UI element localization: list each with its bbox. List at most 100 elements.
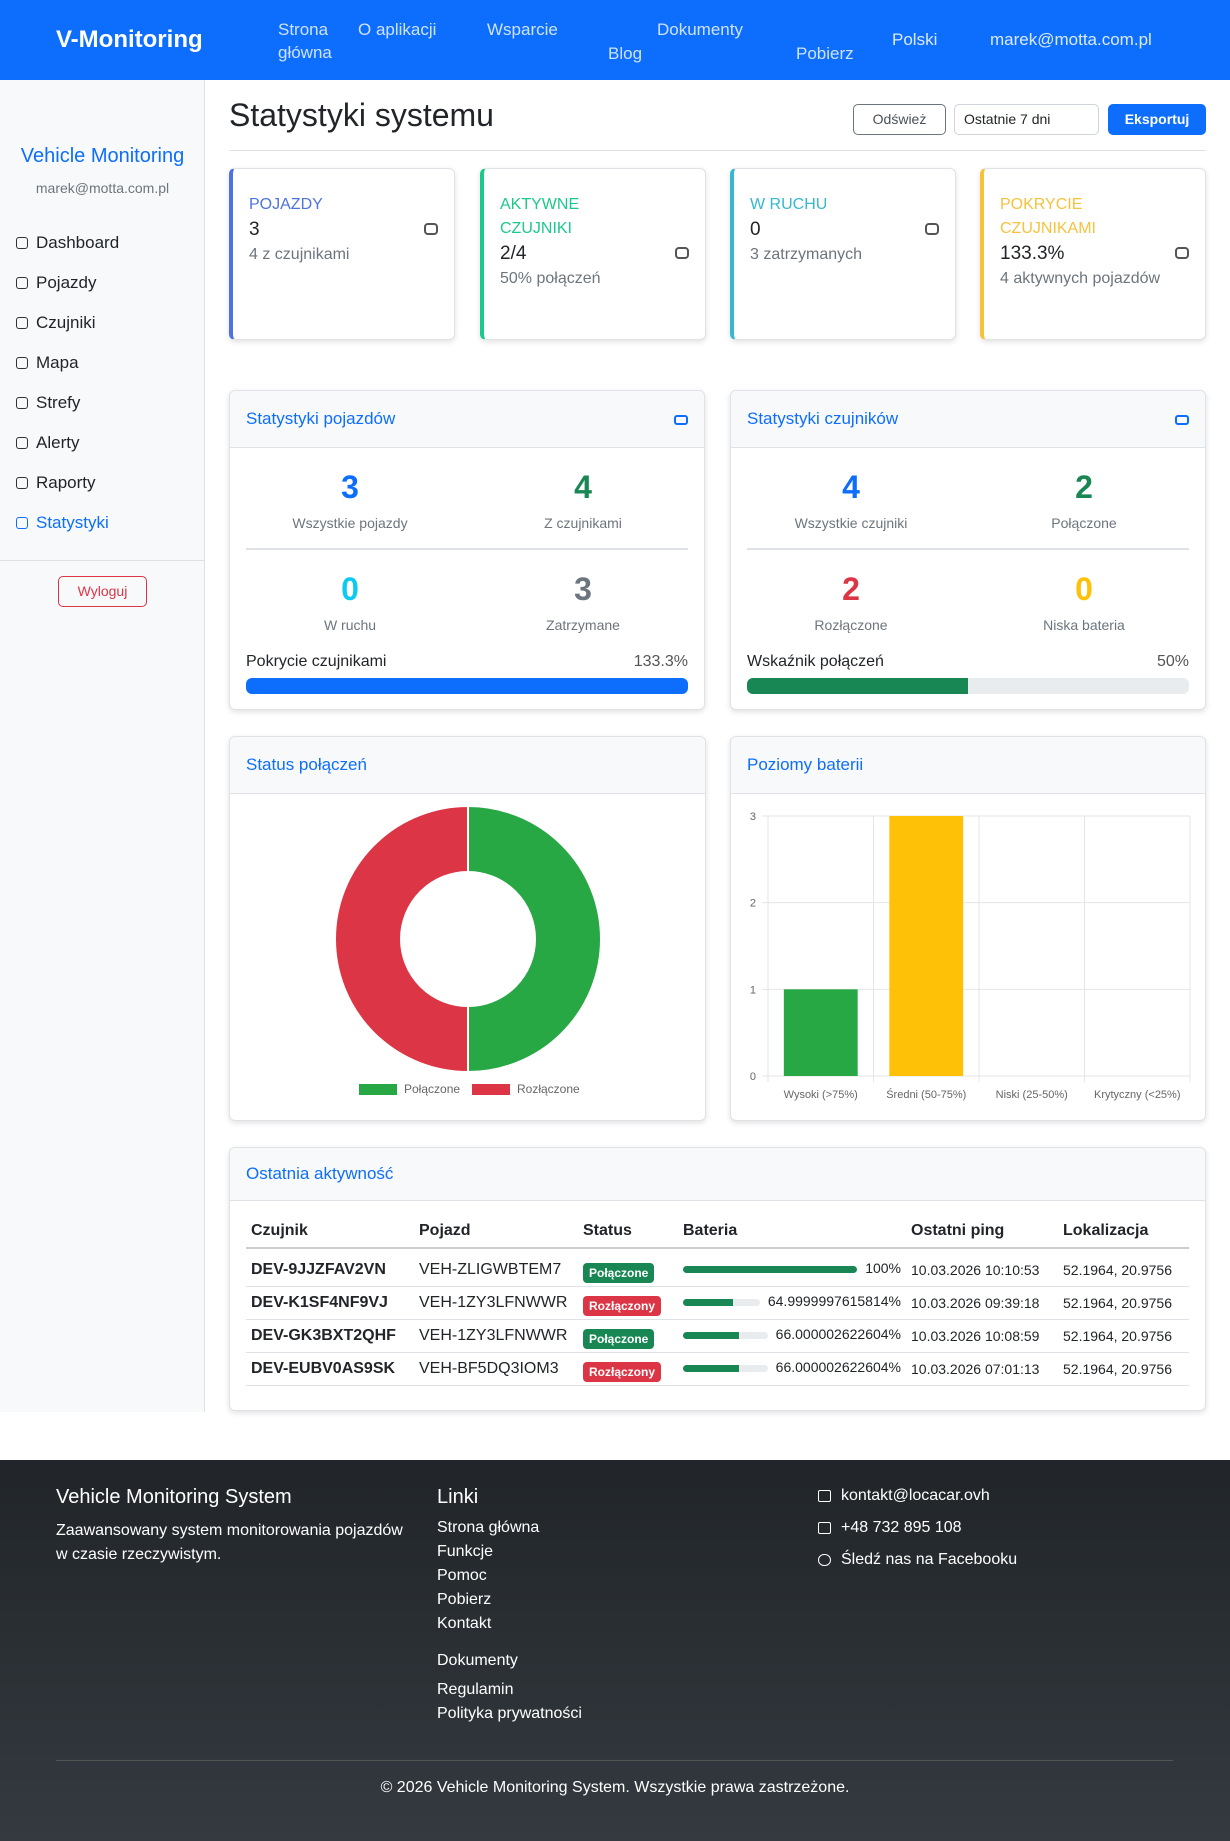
stat-label: Z czujnikami	[544, 515, 622, 531]
progress-label: Wskaźnik połączeń	[747, 653, 884, 670]
stat-label: Zatrzymane	[546, 617, 620, 633]
table-rule	[246, 1286, 1189, 1287]
sidebar-link[interactable]: Mapa	[36, 353, 79, 372]
card-icon	[925, 223, 939, 235]
stat-value: 0	[341, 571, 359, 607]
nav-link[interactable]: O aplikacji	[358, 20, 437, 39]
card-value: 3	[249, 219, 260, 240]
progress-bar	[246, 678, 688, 694]
stat-label: W ruchu	[323, 617, 377, 633]
battery-track	[683, 1332, 768, 1339]
stat-label: Wszystkie pojazdy	[292, 515, 408, 531]
stats-panel: Statystyki pojazdów 3 Wszystkie pojazdy 4 Z …	[229, 390, 705, 710]
card-sub: 4 z czujnikami	[249, 246, 350, 263]
footer-link[interactable]: Funkcje	[437, 1543, 494, 1560]
panel-icon	[674, 415, 688, 425]
doughnut-chart: Połączone Rozłączone	[334, 804, 602, 1096]
contact-icon	[818, 1522, 831, 1534]
battery-bar	[683, 1266, 858, 1273]
status-badge: Rozłączony	[583, 1362, 662, 1382]
table-header: Ostatni ping	[911, 1222, 1005, 1239]
card-label: AKTYWNE CZUJNIKI	[500, 196, 580, 237]
brand[interactable]: V-Monitoring	[56, 26, 203, 53]
export-button[interactable]: Eksportuj	[1108, 104, 1206, 135]
chart-panel: Poziomy baterii 0 1 2 3 Wysoki (>75%) Średni (…	[730, 736, 1206, 1121]
sidebar-link[interactable]: Raporty	[36, 473, 96, 492]
last-ping: 10.03.2026 09:39:18	[911, 1295, 1040, 1311]
battery-track	[683, 1299, 760, 1306]
footer-link[interactable]: Regulamin	[437, 1681, 514, 1698]
activity-panel: Ostatnia aktywność Czujnik Pojazd Status Bat…	[229, 1147, 1206, 1411]
card-sub: 4 aktywnych pojazdów	[1000, 270, 1161, 287]
table-rule	[246, 1352, 1189, 1353]
legend-label: Rozłączone	[517, 1082, 580, 1096]
table-rule	[246, 1385, 1189, 1386]
legend-label: Połączone	[404, 1082, 460, 1096]
footer-link[interactable]: Polityka prywatności	[437, 1705, 582, 1722]
nav-link[interactable]: Blog	[608, 44, 643, 63]
progress-value: 133.3%	[633, 653, 688, 670]
footer-contact: +48 732 895 108	[841, 1519, 962, 1536]
stat-value: 2	[1075, 469, 1093, 505]
panel-icon	[1175, 415, 1189, 425]
progress-bar	[747, 678, 968, 694]
stat-value: 2	[842, 571, 860, 607]
x-tick-label: Krytyczny (<25%)	[1094, 1089, 1181, 1101]
sidebar-email: marek@motta.com.pl	[35, 180, 170, 196]
stat-card: POKRYCIE CZUJNIKAMI 133.3% 4 aktywnych poj…	[980, 168, 1206, 340]
stat-label: Niska bateria	[1043, 617, 1125, 633]
sidebar-link[interactable]: Pojazdy	[36, 273, 97, 292]
panel-header: Poziomy baterii	[731, 737, 1205, 794]
language[interactable]: Polski	[892, 30, 938, 49]
last-ping: 10.03.2026 10:08:59	[911, 1328, 1040, 1344]
page-title: Statystyki systemu	[229, 97, 494, 133]
footer-link[interactable]: Strona główna	[437, 1519, 540, 1536]
nav-link[interactable]: Dokumenty	[657, 20, 743, 39]
progress-label: Pokrycie czujnikami	[246, 653, 387, 670]
card-value: 2/4	[500, 243, 527, 264]
sidebar-link[interactable]: Alerty	[36, 433, 80, 452]
bar	[783, 989, 858, 1076]
divider	[747, 548, 1189, 550]
chart-panel: Status połączeń Połączone Rozłączone	[229, 736, 706, 1121]
nav-link[interactable]: Strona główna	[278, 20, 332, 62]
location: 52.1964, 20.9756	[1063, 1361, 1172, 1377]
battery-track	[683, 1365, 768, 1372]
battery-track	[683, 1266, 858, 1273]
stat-value: 4	[842, 469, 860, 505]
card-label: POKRYCIE CZUJNIKAMI	[1000, 196, 1096, 237]
nav-link[interactable]: Wsparcie	[487, 20, 558, 39]
table-header: Lokalizacja	[1063, 1222, 1149, 1239]
user-menu[interactable]: marek@motta.com.pl	[990, 30, 1152, 49]
vehicle-id: VEH-BF5DQ3IOM3	[419, 1360, 559, 1377]
bar	[889, 816, 964, 1076]
last-ping: 10.03.2026 10:10:53	[911, 1262, 1040, 1278]
period-select[interactable]: Ostatnie 7 dni	[954, 104, 1099, 135]
sidebar-link[interactable]: Czujniki	[36, 313, 96, 332]
sidebar-icon	[16, 397, 28, 409]
footer-divider	[56, 1760, 1173, 1761]
sensor-id: DEV-9JJZFAV2VN	[251, 1261, 386, 1278]
footer-link[interactable]: Kontakt	[437, 1615, 492, 1632]
battery-label: 100%	[865, 1260, 901, 1276]
card-value: 133.3%	[1000, 243, 1065, 264]
footer-contact[interactable]: Śledź nas na Facebooku	[841, 1551, 1018, 1568]
card-icon	[675, 247, 689, 259]
battery-bar	[683, 1299, 733, 1306]
x-tick-label: Niski (25-50%)	[996, 1089, 1068, 1101]
y-tick-label: 2	[750, 898, 756, 910]
battery-label: 66.000002622604%	[775, 1326, 901, 1342]
sidebar-icon	[16, 437, 28, 449]
footer-link[interactable]: Pobierz	[437, 1591, 492, 1608]
sidebar-link[interactable]: Statystyki	[36, 513, 109, 532]
sensor-id: DEV-EUBV0AS9SK	[251, 1360, 396, 1377]
logout-button[interactable]: Wyloguj	[58, 576, 147, 607]
nav-link[interactable]: Pobierz	[796, 44, 854, 63]
sidebar-link[interactable]: Dashboard	[36, 233, 120, 252]
bar-chart: 0 1 2 3 Wysoki (>75%) Średni (50-75%) Niski (2…	[750, 811, 1191, 1101]
footer	[0, 1460, 1230, 1841]
sidebar-link[interactable]: Strefy	[36, 393, 81, 412]
footer-link[interactable]: Pomoc	[437, 1567, 487, 1584]
refresh-button[interactable]: Odśwież	[853, 104, 946, 135]
